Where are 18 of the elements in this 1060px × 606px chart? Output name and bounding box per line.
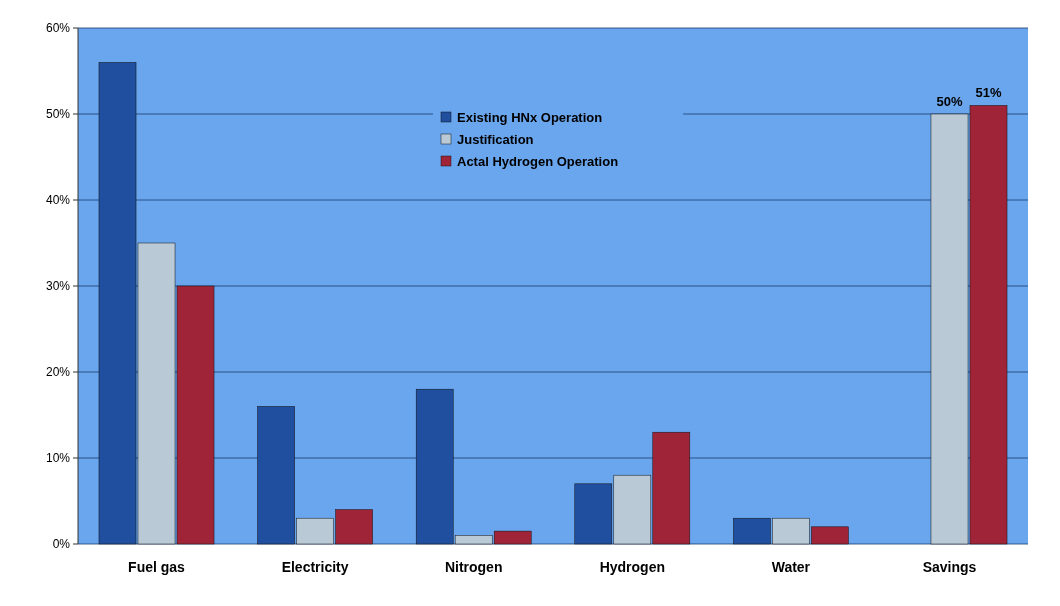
x-tick-label: Nitrogen [444, 559, 503, 575]
legend-label: Justification [457, 131, 534, 147]
y-tick-label: 0% [52, 537, 71, 552]
y-tick-label: 40% [45, 193, 71, 208]
data-label: 50% [936, 94, 963, 109]
y-tick-label: 50% [45, 107, 71, 122]
x-tick-label: Fuel gas [128, 559, 186, 575]
y-tick-label: 10% [45, 451, 71, 466]
legend-label: Existing HNx Operation [457, 109, 603, 125]
x-tick-label: Water [771, 559, 811, 575]
y-tick-label: 30% [45, 279, 71, 294]
y-tick-label: 60% [45, 21, 71, 36]
y-tick-label: 20% [45, 365, 71, 380]
x-tick-label: Hydrogen [599, 559, 665, 575]
legend-label: Actal Hydrogen Operation [457, 153, 619, 169]
x-tick-label: Savings [922, 559, 977, 575]
x-tick-label: Electricity [281, 559, 349, 575]
data-label: 51% [975, 85, 1002, 101]
